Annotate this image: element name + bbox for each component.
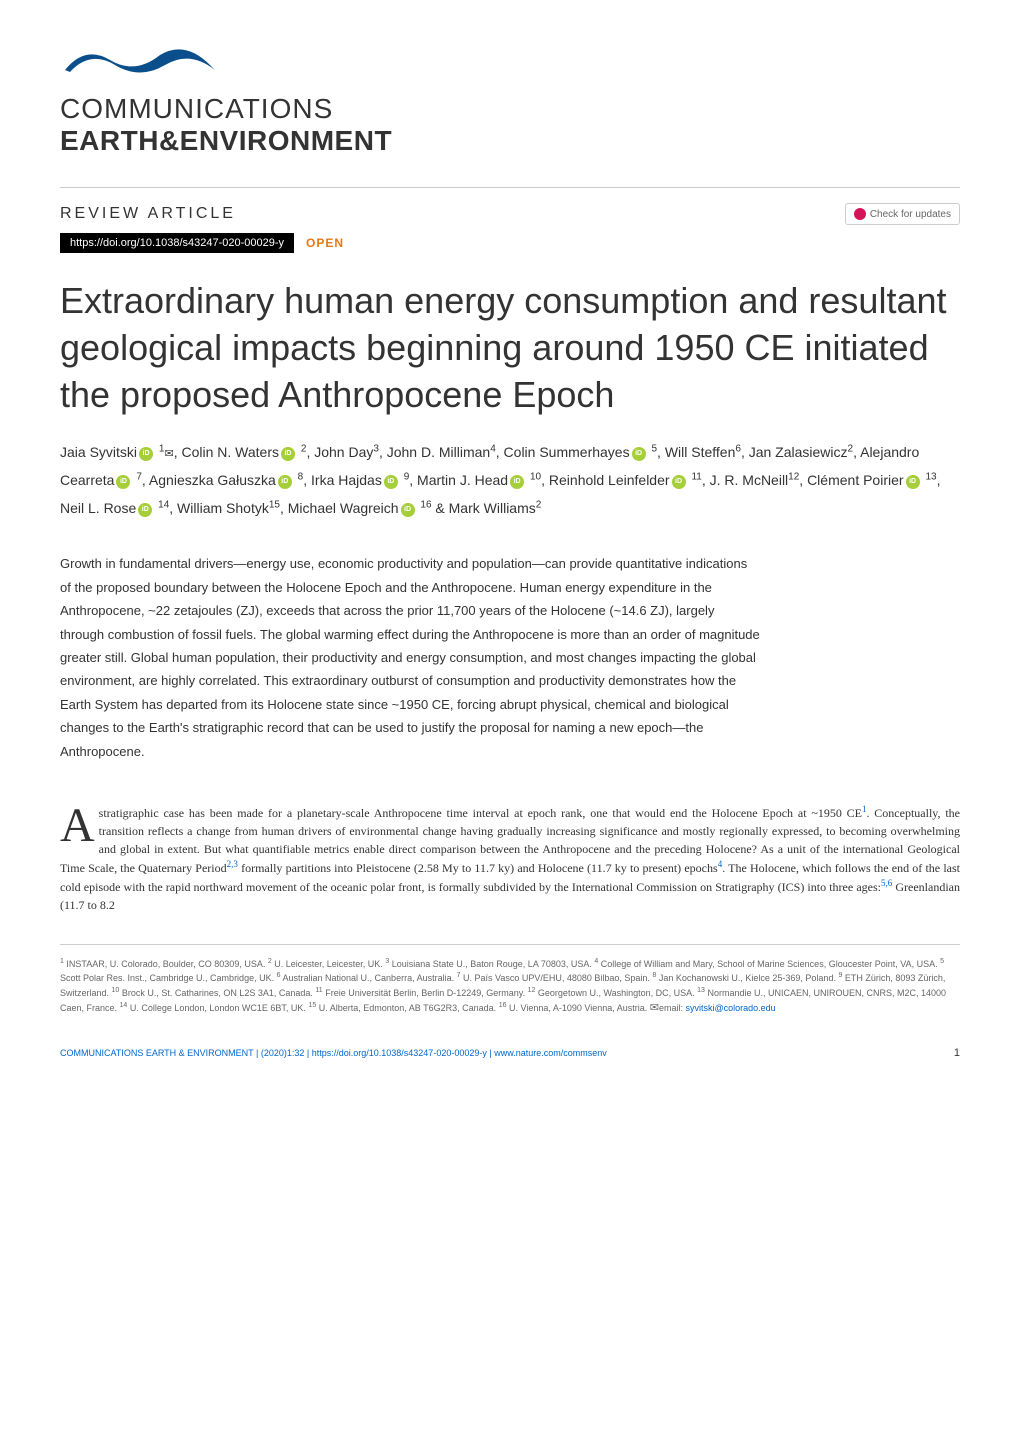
reference-link[interactable]: 1 xyxy=(862,804,867,814)
divider-line xyxy=(60,187,960,188)
reference-link[interactable]: 2,3 xyxy=(227,859,238,869)
check-updates-button[interactable]: Check for updates xyxy=(845,203,960,225)
article-type-row: REVIEW ARTICLE Check for updates xyxy=(60,203,960,225)
journal-logo-block: COMMUNICATIONS EARTH&ENVIRONMENT xyxy=(60,40,960,157)
orcid-icon[interactable] xyxy=(278,475,292,489)
envelope-icon: ✉ xyxy=(164,448,173,460)
wave-logo-icon xyxy=(60,40,960,85)
footer-citation: COMMUNICATIONS EARTH & ENVIRONMENT | (20… xyxy=(60,1048,607,1058)
orcid-icon[interactable] xyxy=(281,447,295,461)
affiliations-block: 1 INSTAAR, U. Colorado, Boulder, CO 8030… xyxy=(60,944,960,1017)
corresponding-email-link[interactable]: syvitski@colorado.edu xyxy=(686,1003,776,1013)
article-type-label: REVIEW ARTICLE xyxy=(60,205,236,223)
reference-link[interactable]: 5,6 xyxy=(881,878,892,888)
reference-link[interactable]: 4 xyxy=(718,859,723,869)
orcid-icon[interactable] xyxy=(510,475,524,489)
orcid-icon[interactable] xyxy=(672,475,686,489)
dropcap-letter: A xyxy=(60,807,95,845)
open-access-label: OPEN xyxy=(306,236,344,250)
orcid-icon[interactable] xyxy=(138,503,152,517)
orcid-icon[interactable] xyxy=(139,447,153,461)
article-title: Extraordinary human energy consumption a… xyxy=(60,278,960,418)
journal-name-line1: COMMUNICATIONS xyxy=(60,93,960,125)
authors-list: Jaia Syvitski 1✉, Colin N. Waters 2, Joh… xyxy=(60,438,960,522)
orcid-icon[interactable] xyxy=(116,475,130,489)
abstract-text: Growth in fundamental drivers—energy use… xyxy=(60,552,760,763)
doi-link[interactable]: https://doi.org/10.1038/s43247-020-00029… xyxy=(60,233,294,253)
journal-name-line2: EARTH&ENVIRONMENT xyxy=(60,125,960,157)
check-updates-label: Check for updates xyxy=(870,209,951,220)
orcid-icon[interactable] xyxy=(632,447,646,461)
page-number: 1 xyxy=(954,1047,960,1059)
orcid-icon[interactable] xyxy=(906,475,920,489)
orcid-icon[interactable] xyxy=(384,475,398,489)
body-paragraph: Astratigraphic case has been made for a … xyxy=(60,803,960,914)
orcid-icon[interactable] xyxy=(401,503,415,517)
envelope-icon: ✉ xyxy=(650,1002,659,1014)
doi-row: https://doi.org/10.1038/s43247-020-00029… xyxy=(60,233,960,253)
page-footer: COMMUNICATIONS EARTH & ENVIRONMENT | (20… xyxy=(60,1047,960,1059)
